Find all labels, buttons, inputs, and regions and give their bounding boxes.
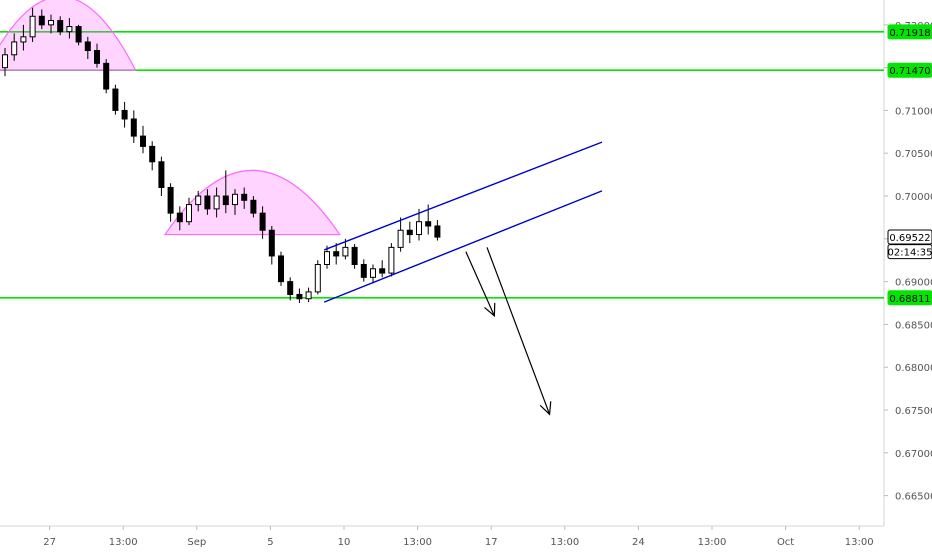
candle-bearish (103, 62, 110, 90)
candle-bearish (278, 255, 284, 283)
candle-bearish (38, 15, 45, 26)
candle-bullish (397, 229, 404, 248)
candle-bullish (20, 36, 27, 43)
time-axis[interactable]: 27 13:00 Sep 5 10 13:00 17 13:00 24 13:00 Oct 13:00 (43, 526, 874, 548)
price-tag-box (887, 229, 932, 245)
candle-bullish (232, 193, 238, 206)
arrow-long-shaft (486, 247, 551, 415)
candle-bearish (268, 229, 275, 257)
time-tick-label: 13:00 (698, 537, 727, 548)
candle-bearish (434, 225, 441, 238)
candle-bearish (241, 193, 248, 201)
candle-bullish (213, 195, 220, 210)
candle-bullish (195, 195, 202, 206)
price-axis[interactable]: 0.720000.715000.710000.705000.700000.695… (884, 21, 932, 503)
price-tag-label: 0.69522 (889, 233, 930, 244)
time-tick-label: 5 (267, 537, 273, 548)
candle-bullish (416, 221, 422, 236)
time-tick-label: 17 (485, 537, 498, 548)
rounded-top-left (0, 0, 137, 71)
candle-bearish (75, 26, 82, 43)
candle-bearish (130, 118, 137, 137)
candle-bearish (149, 145, 156, 163)
candle-bullish (324, 251, 330, 265)
time-tick-label: Oct (777, 537, 794, 548)
candle-bearish (287, 281, 294, 295)
candle-bullish (66, 26, 73, 33)
time-tick-label: 10 (338, 537, 351, 548)
candle-bullish (186, 204, 192, 223)
candle-bullish (388, 246, 395, 274)
candle-bearish (406, 229, 413, 236)
candle-bearish (333, 251, 340, 257)
time-tick-label: 24 (632, 537, 645, 548)
ascending-channel (323, 141, 603, 303)
channel-lower-line (323, 190, 603, 303)
candle-bullish (305, 291, 312, 300)
candle-bearish (167, 186, 174, 214)
candle-bullish (48, 20, 54, 26)
time-tick-label: 13:00 (403, 537, 432, 548)
candle-bearish (360, 264, 367, 278)
projection-arrows (465, 247, 552, 416)
candle-bearish (121, 109, 128, 120)
candle-bearish (296, 293, 303, 300)
candle-bearish (204, 195, 211, 210)
channel-upper-line (323, 141, 603, 251)
candle-bullish (11, 41, 18, 56)
time-tick-label: 27 (43, 537, 56, 548)
candle-bearish (176, 212, 183, 223)
grid (0, 0, 885, 527)
price-tag-box (887, 24, 932, 40)
candle-bullish (2, 54, 8, 69)
time-tick-label: 13:00 (845, 537, 874, 548)
candle-bearish (94, 50, 100, 64)
candle-bullish (342, 246, 349, 257)
time-tick-label: 13:00 (550, 537, 579, 548)
price-tag-label: 02:14:35 (888, 248, 932, 259)
candle-bearish (259, 212, 266, 231)
price-tag-label: 0.68811 (889, 294, 930, 305)
candle-bullish (29, 15, 36, 38)
price-tick-label: 0.66500 (895, 492, 932, 503)
candle-bearish (379, 268, 386, 274)
price-tag-label: 0.71470 (889, 66, 930, 77)
candle-bullish (314, 264, 321, 293)
candle-bearish (425, 221, 432, 227)
candle-bearish (351, 246, 358, 266)
candle-bearish (140, 135, 146, 147)
price-tag-box (887, 244, 932, 260)
price-tag-box (887, 62, 932, 78)
candle-bearish (84, 41, 91, 52)
price-tags: 0.71918 0.71470 0.69522 02:14:35 0.68811 (887, 24, 932, 306)
candle-bearish (250, 199, 257, 214)
time-tick-label: Sep (187, 537, 206, 548)
time-tick-label: 13:00 (109, 537, 138, 548)
support-resistance-lines (0, 31, 884, 299)
candle-bearish (158, 161, 165, 188)
arrow-short-shaft (465, 251, 495, 317)
arrow-short-head (484, 302, 496, 318)
candle-bearish (112, 88, 119, 111)
candle-bullish (370, 268, 376, 278)
candle-bearish (222, 195, 229, 206)
arrow-long-head (539, 401, 552, 416)
price-tag-box (887, 290, 932, 306)
candle-bearish (57, 20, 64, 33)
price-tag-label: 0.71918 (889, 28, 930, 39)
